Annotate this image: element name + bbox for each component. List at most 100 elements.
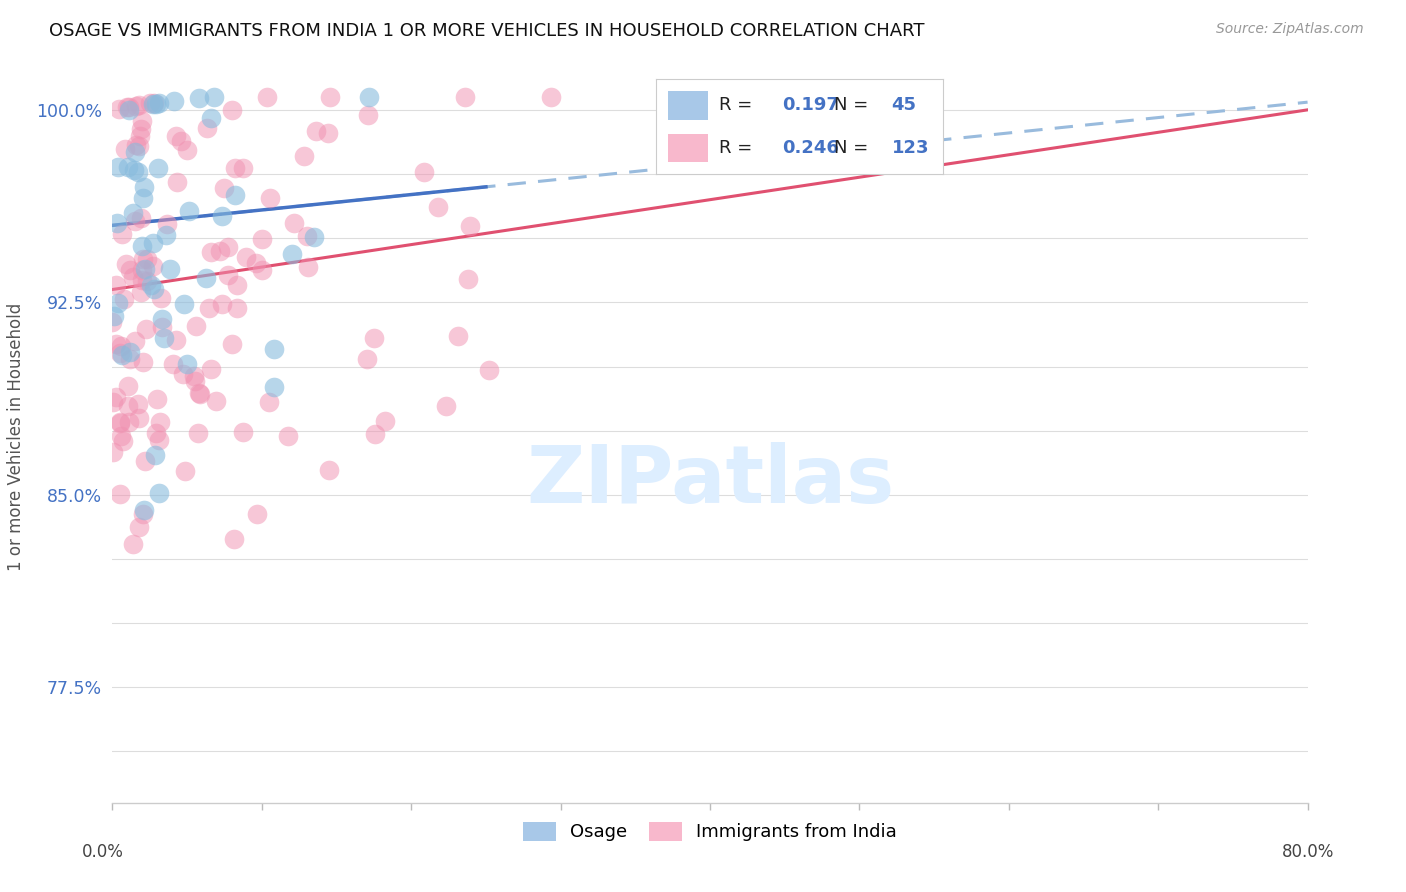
Immigrants from India	[108, 415, 131, 429]
Osage	[111, 349, 134, 363]
Osage	[142, 235, 165, 250]
Immigrants from India	[110, 339, 132, 353]
Text: OSAGE VS IMMIGRANTS FROM INDIA 1 OR MORE VEHICLES IN HOUSEHOLD CORRELATION CHART: OSAGE VS IMMIGRANTS FROM INDIA 1 OR MORE…	[49, 22, 925, 40]
Immigrants from India	[129, 285, 152, 299]
Immigrants from India	[208, 244, 231, 258]
Immigrants from India	[195, 121, 218, 136]
Immigrants from India	[148, 433, 170, 447]
Osage	[142, 282, 165, 296]
Osage	[132, 180, 155, 194]
Immigrants from India	[217, 268, 239, 282]
Immigrants from India	[115, 100, 138, 114]
Immigrants from India	[232, 425, 254, 440]
Immigrants from India	[131, 263, 153, 277]
Immigrants from India	[295, 228, 318, 243]
Immigrants from India	[356, 352, 378, 367]
Immigrants from India	[129, 211, 152, 225]
Immigrants from India	[121, 537, 143, 551]
Osage	[131, 239, 153, 253]
Osage	[127, 165, 149, 179]
Immigrants from India	[110, 429, 132, 443]
Immigrants from India	[184, 318, 207, 333]
Immigrants from India	[225, 301, 247, 316]
Immigrants from India	[277, 429, 299, 443]
Osage	[141, 277, 163, 292]
Immigrants from India	[217, 239, 239, 253]
Osage	[120, 344, 142, 359]
Immigrants from India	[150, 291, 173, 305]
Immigrants from India	[117, 100, 139, 114]
Immigrants from India	[363, 331, 385, 345]
Immigrants from India	[374, 414, 396, 428]
Osage	[200, 111, 222, 125]
Immigrants from India	[134, 454, 156, 468]
Immigrants from India	[105, 337, 128, 351]
Osage	[159, 261, 181, 276]
Immigrants from India	[124, 334, 146, 348]
Immigrants from India	[212, 181, 235, 195]
Immigrants from India	[412, 165, 434, 179]
Immigrants from India	[434, 399, 457, 413]
Immigrants from India	[142, 259, 165, 273]
Osage	[132, 191, 155, 205]
Osage	[357, 90, 380, 104]
Immigrants from India	[117, 399, 139, 413]
Osage	[107, 160, 129, 174]
Osage	[124, 145, 146, 160]
Immigrants from India	[198, 301, 221, 316]
Osage	[177, 203, 200, 218]
Immigrants from India	[457, 271, 479, 285]
Immigrants from India	[128, 138, 150, 153]
Immigrants from India	[128, 98, 150, 112]
Immigrants from India	[173, 464, 195, 478]
Immigrants from India	[221, 336, 243, 351]
Osage	[211, 209, 233, 223]
Immigrants from India	[128, 411, 150, 425]
Immigrants from India	[200, 244, 222, 259]
Immigrants from India	[245, 256, 267, 270]
Immigrants from India	[458, 219, 481, 233]
Immigrants from India	[297, 260, 319, 275]
Immigrants from India	[129, 122, 152, 136]
Immigrants from India	[129, 129, 152, 144]
Immigrants from India	[105, 390, 128, 404]
Text: 80.0%: 80.0%	[1281, 843, 1334, 861]
Immigrants from India	[221, 103, 243, 117]
Osage	[143, 448, 166, 462]
Osage	[134, 262, 156, 277]
Immigrants from India	[232, 161, 254, 175]
Immigrants from India	[117, 379, 139, 393]
Osage	[155, 228, 177, 243]
Immigrants from India	[319, 90, 342, 104]
Osage	[145, 96, 167, 111]
Immigrants from India	[128, 520, 150, 534]
Immigrants from India	[149, 415, 172, 429]
Immigrants from India	[132, 252, 155, 266]
Immigrants from India	[250, 263, 273, 277]
Osage	[153, 331, 176, 345]
Immigrants from India	[186, 425, 208, 440]
Text: 0.0%: 0.0%	[82, 843, 124, 861]
Immigrants from India	[156, 217, 179, 231]
Immigrants from India	[454, 90, 477, 104]
Immigrants from India	[145, 425, 167, 440]
Osage	[148, 486, 170, 500]
Immigrants from India	[190, 387, 212, 401]
Immigrants from India	[256, 90, 278, 104]
Immigrants from India	[250, 232, 273, 246]
Immigrants from India	[103, 395, 125, 409]
Osage	[142, 97, 165, 112]
Immigrants from India	[166, 175, 188, 189]
Osage	[150, 312, 173, 326]
Osage	[146, 161, 169, 175]
Immigrants from India	[200, 362, 222, 376]
Immigrants from India	[142, 95, 165, 110]
Immigrants from India	[183, 368, 205, 383]
Immigrants from India	[146, 392, 169, 406]
Osage	[224, 188, 246, 202]
Immigrants from India	[162, 357, 184, 371]
Text: ZIPatlas: ZIPatlas	[526, 442, 894, 520]
Immigrants from India	[110, 346, 132, 360]
Immigrants from India	[103, 445, 125, 459]
Immigrants from India	[222, 533, 245, 547]
